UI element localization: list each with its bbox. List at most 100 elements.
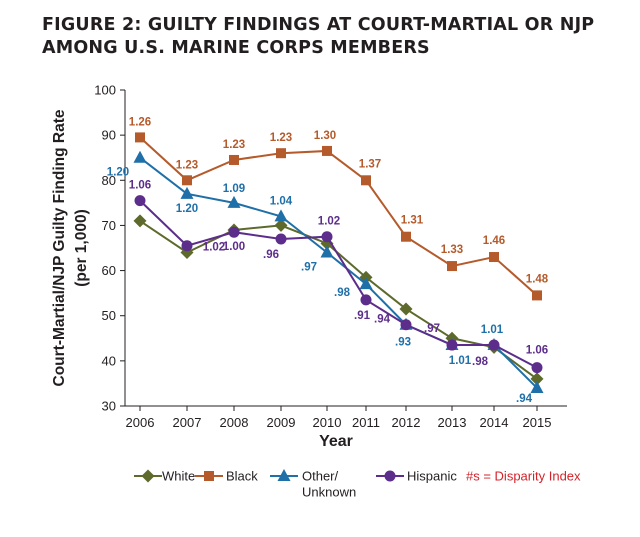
data-point-white (133, 214, 147, 228)
data-point-hispanic (400, 319, 412, 331)
y-tick-label: 80 (102, 173, 116, 188)
data-label-hispanic: 1.02 (318, 216, 340, 228)
data-point-other-unknown (320, 245, 334, 258)
x-tick-label: 2008 (220, 415, 249, 430)
data-point-hispanic (134, 195, 146, 207)
data-point-other-unknown (133, 150, 147, 163)
data-point-black (401, 231, 411, 242)
data-label-other-unknown: .98 (334, 287, 351, 299)
data-point-black (361, 175, 371, 186)
data-point-black (229, 154, 239, 165)
data-point-black (489, 252, 499, 263)
chart-title-line-2: AMONG U.S. MARINE CORPS MEMBERS (42, 38, 430, 58)
x-tick-label: 2012 (392, 415, 421, 430)
data-label-hispanic: 1.02 (203, 242, 225, 254)
data-label-other-unknown: 1.09 (223, 183, 245, 195)
data-label-other-unknown: .93 (395, 337, 411, 349)
chart-title-line-1: FIGURE 2: GUILTY FINDINGS AT COURT-MARTI… (42, 15, 595, 35)
data-point-hispanic (228, 226, 240, 238)
legend-marker-black (204, 471, 214, 481)
x-tick-label: 2010 (313, 415, 342, 430)
data-point-other-unknown (530, 380, 544, 393)
x-axis-title: Year (319, 433, 353, 450)
data-point-hispanic (360, 294, 372, 306)
x-tick-label: 2006 (126, 415, 155, 430)
data-label-black: 1.31 (401, 215, 424, 227)
data-label-other-unknown: .97 (301, 262, 317, 274)
data-point-other-unknown (227, 195, 241, 208)
legend-label-black: Black (226, 469, 258, 484)
legend-label-other-unknown: Other/ (302, 469, 339, 484)
data-point-black (322, 145, 332, 156)
x-tick-label: 2011 (352, 415, 380, 430)
y-axis-title-line: (per 1,000) (73, 209, 90, 287)
x-tick-label: 2007 (173, 415, 202, 430)
data-label-black: 1.23 (270, 132, 292, 144)
data-point-other-unknown (359, 277, 373, 290)
data-point-white (274, 218, 288, 232)
data-label-black: 1.37 (359, 158, 381, 170)
data-point-black (532, 290, 542, 301)
legend-note: #s = Disparity Index (466, 469, 581, 484)
data-label-black: 1.46 (483, 235, 505, 247)
data-point-hispanic (531, 362, 543, 374)
data-point-white (530, 372, 544, 386)
data-point-hispanic (446, 339, 458, 351)
data-point-white (399, 302, 413, 316)
data-label-hispanic: .98 (472, 356, 489, 368)
series-line-black (139, 136, 538, 297)
data-label-other-unknown: .94 (516, 393, 533, 405)
y-tick-label: 70 (102, 218, 116, 233)
series-black (135, 132, 542, 301)
x-tick-label: 2009 (267, 415, 296, 430)
data-point-black (276, 148, 286, 159)
series-line-white (139, 220, 538, 380)
legend-item-hispanic: Hispanic (376, 469, 457, 484)
data-point-hispanic (275, 233, 287, 245)
legend-label-hispanic: Hispanic (407, 469, 457, 484)
data-label-hispanic: 1.00 (223, 241, 245, 253)
data-label-other-unknown: 1.20 (107, 167, 129, 179)
data-label-black: 1.30 (314, 130, 336, 142)
data-label-hispanic: .96 (263, 249, 279, 261)
legend-item-white: White (134, 469, 195, 484)
data-point-black (447, 261, 457, 272)
data-label-other-unknown: 1.01 (449, 355, 472, 367)
data-label-hispanic: .94 (374, 314, 391, 326)
series-line-other-unknown (139, 156, 538, 389)
y-tick-label: 30 (102, 399, 116, 414)
series-line-hispanic (139, 199, 538, 369)
data-point-hispanic (321, 231, 333, 243)
data-label-other-unknown: 1.20 (176, 203, 198, 215)
x-tick-label: 2015 (523, 415, 552, 430)
data-point-black (182, 175, 192, 186)
x-tick-label: 2014 (480, 415, 509, 430)
y-tick-label: 90 (102, 128, 116, 143)
x-tick-label: 2013 (438, 415, 467, 430)
data-label-black: 1.33 (441, 244, 463, 256)
series-hispanic (134, 195, 543, 374)
data-label-hispanic: .97 (424, 323, 440, 335)
data-label-black: 1.23 (176, 159, 198, 171)
data-label-hispanic: 1.06 (526, 345, 548, 357)
data-point-other-unknown (180, 186, 194, 199)
y-tick-label: 60 (102, 263, 116, 278)
data-label-black: 1.23 (223, 139, 245, 151)
data-label-other-unknown: 1.04 (270, 195, 293, 207)
legend-marker-other-unknown (277, 469, 291, 481)
data-label-hispanic: .91 (354, 310, 371, 322)
data-label-black: 1.48 (526, 273, 549, 285)
data-point-black (135, 132, 145, 143)
legend-item-other-unknown: Other/Unknown (270, 469, 356, 500)
data-point-hispanic (488, 339, 500, 351)
y-axis-title-line: Court-Martial/NJP Guilty Finding Rate (51, 109, 68, 386)
data-label-hispanic: 1.06 (129, 180, 151, 192)
chart-title: FIGURE 2: GUILTY FINDINGS AT COURT-MARTI… (42, 14, 622, 60)
data-label-other-unknown: 1.01 (481, 324, 504, 336)
data-point-hispanic (181, 240, 193, 252)
legend-item-black: Black (195, 469, 258, 484)
legend-label-white: White (162, 469, 195, 484)
y-tick-label: 40 (102, 353, 116, 368)
y-tick-label: 50 (102, 308, 116, 323)
